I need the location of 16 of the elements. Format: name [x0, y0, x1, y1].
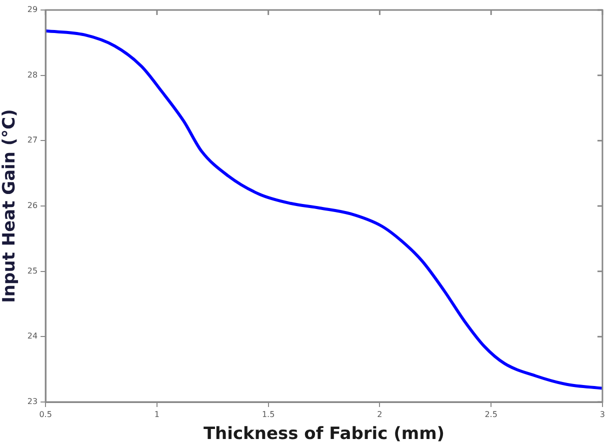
x-tick-label: 1.5 [262, 410, 275, 419]
x-tick-label: 0.5 [39, 410, 52, 419]
x-tick-label: 2 [377, 410, 382, 419]
y-tick-label: 24 [27, 332, 38, 341]
y-tick-label: 29 [27, 5, 38, 14]
y-axis-title: Input Heat Gain (°C) [0, 109, 20, 303]
x-tick-label: 1 [154, 410, 160, 419]
y-tick-label: 26 [27, 201, 38, 210]
y-tick-label: 23 [27, 397, 38, 406]
x-tick-label: 3 [600, 410, 605, 419]
y-tick-label: 28 [27, 70, 38, 80]
y-tick-label: 25 [27, 266, 38, 276]
x-tick-label: 2.5 [484, 410, 498, 419]
x-axis-title: Thickness of Fabric (mm) [203, 424, 445, 444]
y-tick-label: 27 [27, 136, 38, 145]
line-series [46, 29, 602, 390]
